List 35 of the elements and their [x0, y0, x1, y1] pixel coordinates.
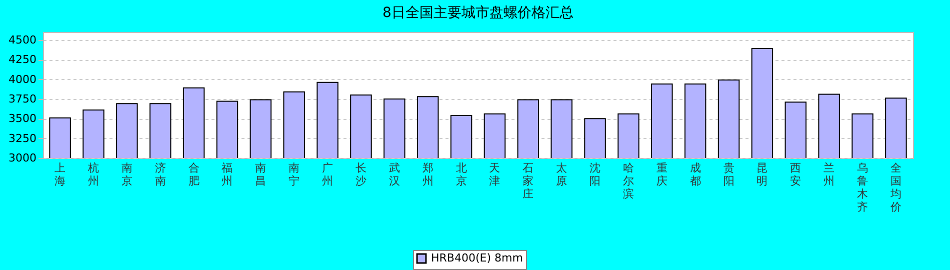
x-tick-label: 武汉: [388, 162, 400, 188]
x-tick-label: 郑州: [422, 162, 434, 188]
x-tick-label: 济南: [154, 162, 166, 188]
x-tick-label: 沈阳: [590, 162, 601, 188]
y-tick-label: 3000: [8, 152, 36, 164]
y-tick-label: 3750: [8, 92, 36, 106]
x-tick-label: 哈尔滨: [622, 162, 634, 200]
x-tick-label: 昆明: [756, 162, 768, 188]
x-tick-label: 南京: [121, 162, 132, 188]
x-tick-label: 上海: [54, 162, 66, 188]
x-tick-label: 乌鲁木齐: [857, 162, 868, 214]
x-tick-label: 天津: [489, 162, 500, 188]
x-tick-label: 广州: [322, 162, 334, 188]
x-tick-label: 西安: [790, 162, 802, 188]
x-tick-label: 太原: [556, 162, 568, 188]
x-tick-label: 兰州: [824, 162, 835, 188]
x-tick-label: 南昌: [255, 162, 266, 188]
x-tick-label: 全国均价: [889, 162, 902, 214]
x-tick-label: 贵阳: [723, 162, 734, 188]
x-tick-label: 石家庄: [522, 162, 534, 200]
y-tick-label: 3500: [8, 112, 36, 126]
y-tick-label: 4000: [8, 72, 36, 86]
y-tick-label: 3250: [8, 132, 36, 145]
x-tick-label: 成都: [690, 162, 701, 188]
y-tick-label: 4500: [8, 33, 36, 46]
x-tick-label: 北京: [456, 162, 467, 188]
x-tick-label: 福州: [222, 162, 233, 188]
x-tick-label: 杭州: [86, 162, 99, 188]
x-tick-label: 合肥: [188, 162, 200, 188]
legend-label: HRB400(E) 8mm: [431, 252, 523, 264]
y-tick-label: 4250: [8, 53, 36, 66]
x-tick-label: 南宁: [288, 162, 300, 188]
chart-title: 8日全国主要城市盘螺价格汇总: [382, 5, 574, 21]
x-tick-label: 重庆: [656, 162, 668, 188]
x-tick-label: 长沙: [355, 162, 366, 188]
